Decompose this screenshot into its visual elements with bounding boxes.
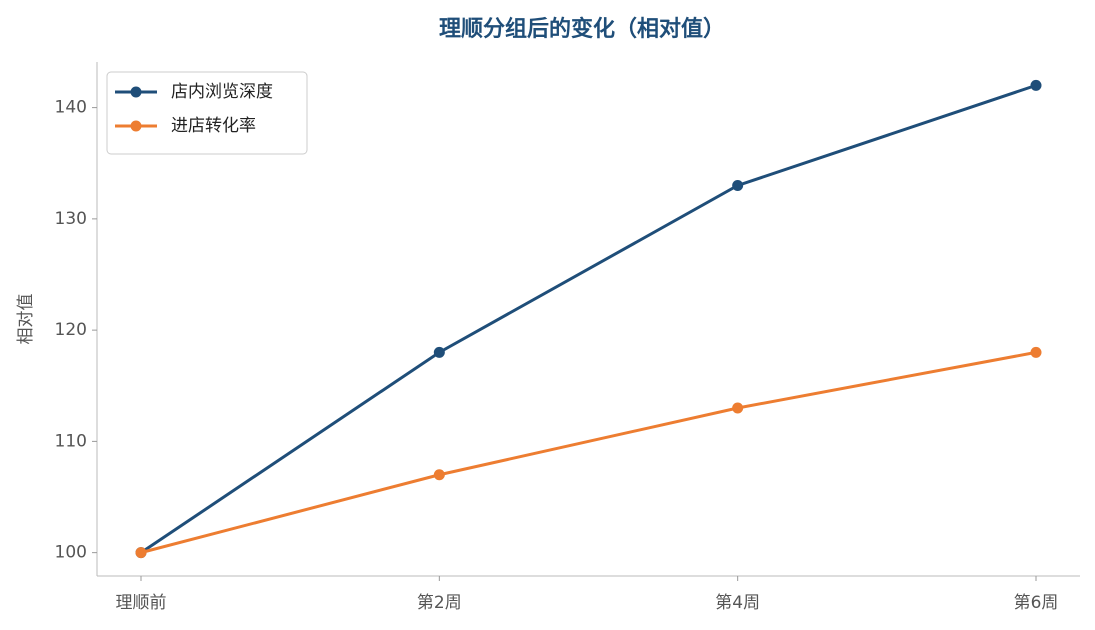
chart-title: 理顺分组后的变化（相对值） <box>439 16 725 42</box>
y-tick-label: 140 <box>55 98 87 118</box>
y-tick-label: 100 <box>55 543 87 563</box>
data-point <box>433 346 445 358</box>
legend-marker <box>130 120 142 132</box>
x-tick-label: 理顺前 <box>116 593 167 613</box>
y-axis-label: 相对值 <box>16 294 36 345</box>
x-tick-label: 第6周 <box>1014 593 1059 613</box>
y-tick-label: 120 <box>55 320 87 340</box>
x-tick-label: 第4周 <box>715 593 760 613</box>
data-point <box>732 402 744 414</box>
data-point <box>732 179 744 191</box>
y-tick-label: 110 <box>55 431 87 451</box>
x-tick-label: 第2周 <box>417 593 462 613</box>
data-point <box>433 469 445 481</box>
series-line <box>140 83 1037 554</box>
y-tick-label: 130 <box>55 209 87 229</box>
data-point <box>135 547 147 559</box>
legend-label: 进店转化率 <box>171 116 256 136</box>
legend-marker <box>130 86 142 98</box>
data-point <box>1030 79 1042 91</box>
data-point <box>1030 346 1042 358</box>
series-line <box>140 350 1037 555</box>
legend-label: 店内浏览深度 <box>171 82 273 102</box>
